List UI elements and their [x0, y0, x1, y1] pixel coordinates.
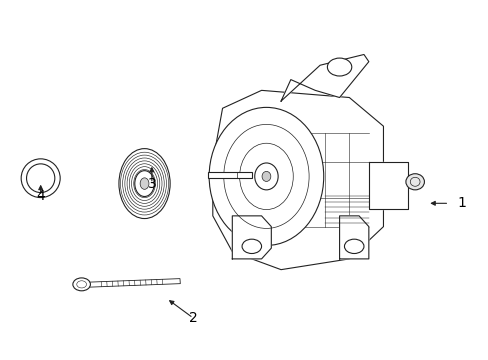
Ellipse shape: [254, 163, 278, 190]
Polygon shape: [368, 162, 407, 209]
Ellipse shape: [140, 178, 149, 189]
Circle shape: [344, 239, 363, 253]
Text: 3: 3: [147, 177, 156, 190]
Ellipse shape: [21, 159, 60, 198]
Polygon shape: [232, 216, 271, 259]
Text: 4: 4: [36, 189, 45, 203]
Polygon shape: [87, 279, 180, 287]
Bar: [207, 172, 251, 178]
Ellipse shape: [135, 171, 154, 197]
Text: 1: 1: [456, 196, 465, 210]
Polygon shape: [281, 54, 368, 101]
Text: 2: 2: [188, 311, 197, 325]
Ellipse shape: [239, 143, 293, 210]
Ellipse shape: [26, 164, 55, 193]
Ellipse shape: [119, 149, 170, 219]
Circle shape: [73, 278, 90, 291]
Ellipse shape: [262, 171, 270, 181]
Ellipse shape: [209, 107, 323, 246]
Ellipse shape: [405, 174, 424, 190]
Circle shape: [327, 58, 351, 76]
Circle shape: [242, 239, 261, 253]
Polygon shape: [339, 216, 368, 259]
